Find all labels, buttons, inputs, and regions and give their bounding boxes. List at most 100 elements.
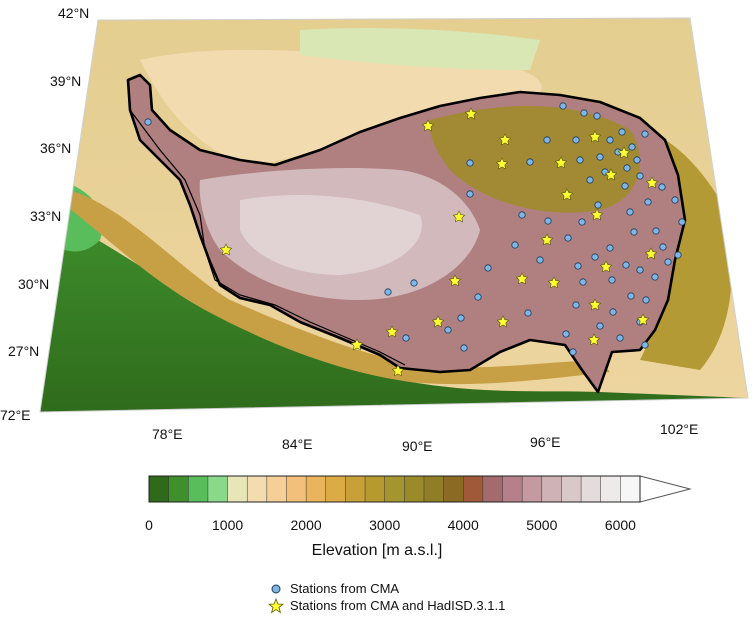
cma-station-marker	[651, 273, 659, 281]
cma-station-marker	[608, 276, 616, 284]
cma-station-marker	[641, 341, 649, 349]
legend-circle-icon	[271, 584, 281, 593]
lat-label-27n: 27°N	[8, 343, 40, 359]
hadisd-station-marker	[495, 157, 509, 170]
hadisd-station-marker	[385, 325, 399, 338]
cma-station-marker	[543, 136, 551, 144]
colorbar-cell	[364, 475, 386, 503]
colorbar-cell	[246, 475, 268, 503]
legend-item-cma: Stations from CMA	[268, 580, 505, 597]
cma-station-marker	[484, 264, 492, 272]
colorbar-cell	[561, 475, 582, 503]
colorbar-tick-label: 2000	[291, 517, 322, 533]
cma-station-marker	[636, 172, 644, 180]
colorbar-tick-label: 4000	[448, 517, 479, 533]
cma-station-marker	[524, 309, 532, 317]
cma-station-marker	[626, 208, 634, 216]
hadisd-station-marker	[540, 233, 554, 246]
hadisd-station-marker	[599, 260, 613, 273]
hadisd-station-marker	[448, 274, 462, 287]
lat-label-30n: 30°N	[18, 276, 50, 292]
hadisd-station-marker	[431, 315, 445, 328]
cma-station-marker	[518, 211, 526, 219]
legend-item-hadisd: Stations from CMA and HadISD.3.1.1	[268, 597, 505, 614]
colorbar-tick-label: 3000	[369, 517, 400, 533]
cma-station-marker	[664, 258, 672, 266]
hadisd-station-marker	[391, 364, 405, 377]
hadisd-station-marker	[588, 130, 602, 143]
lon-label-96e: 96°E	[530, 434, 561, 450]
colorbar-cell	[541, 475, 562, 503]
northeast-olive	[429, 106, 640, 213]
high-interior-core	[240, 195, 422, 275]
legend-label-hadisd: Stations from CMA and HadISD.3.1.1	[290, 598, 506, 613]
cma-station-marker	[578, 218, 586, 226]
cma-station-marker	[591, 253, 599, 261]
cma-station-marker	[466, 190, 474, 198]
cma-station-marker	[544, 217, 552, 225]
southern-lowlands	[40, 210, 748, 412]
hadisd-station-marker	[588, 298, 602, 311]
colorbar-cell	[580, 475, 602, 503]
legend: Stations from CMA Stations from CMA and …	[268, 580, 505, 614]
cma-station-marker	[659, 243, 667, 251]
cma-station-marker	[627, 292, 635, 300]
lat-label-36n: 36°N	[40, 140, 72, 156]
cma-station-marker	[526, 158, 534, 166]
hadisd-station-marker	[219, 243, 233, 256]
hadisd-station-marker	[421, 119, 435, 132]
cma-station-marker	[641, 130, 649, 138]
hadisd-station-marker	[617, 146, 631, 159]
plateau-border	[126, 73, 687, 394]
cma-station-marker	[572, 136, 580, 144]
cma-station-marker	[559, 102, 567, 110]
cma-station-marker	[564, 234, 572, 242]
lat-label-42n: 42°N	[58, 5, 90, 21]
colorbar-cell	[404, 475, 425, 503]
hadisd-stations	[219, 107, 659, 377]
hadisd-station-marker	[645, 176, 659, 189]
colorbar-cell	[443, 475, 464, 503]
hadisd-station-marker	[636, 313, 650, 326]
cma-station-marker	[606, 136, 614, 144]
colorbar-cell	[462, 475, 484, 503]
cma-station-marker	[644, 198, 652, 206]
cma-stations	[144, 102, 686, 356]
cma-station-marker	[674, 251, 682, 259]
colorbar-tick-label: 5000	[526, 517, 557, 533]
cma-station-marker	[593, 112, 601, 120]
lat-label-33n: 33°N	[30, 208, 62, 224]
elevation-colorbar: 0 1000 2000 3000 4000 5000 6000	[145, 475, 692, 533]
cma-station-marker	[466, 159, 474, 167]
hadisd-station-marker	[496, 315, 510, 328]
colorbar-cell	[423, 475, 445, 503]
colorbar-tick-label: 1000	[212, 517, 243, 533]
hadisd-station-marker	[587, 333, 601, 346]
cma-station-marker	[628, 143, 636, 151]
hadisd-station-marker	[498, 133, 512, 146]
cma-station-marker	[623, 164, 631, 172]
colorbar-title: Elevation [m a.s.l.]	[311, 542, 443, 559]
lat-label-39n: 39°N	[50, 73, 82, 89]
hadisd-station-marker	[554, 156, 568, 169]
lon-label-102e: 102°E	[660, 421, 699, 437]
cma-station-marker	[384, 288, 392, 296]
map-frame	[39, 17, 749, 413]
cma-station-marker	[536, 256, 544, 264]
cma-station-marker	[474, 293, 482, 301]
colorbar-cell	[266, 475, 288, 503]
colorbar-cell	[148, 475, 170, 503]
east-slopes	[600, 120, 732, 370]
colorbar-cell	[188, 475, 209, 503]
hadisd-station-marker	[452, 210, 466, 223]
cma-station-marker	[402, 334, 410, 342]
colorbar-cell	[600, 475, 621, 503]
cma-station-marker	[606, 244, 614, 252]
cma-station-marker	[579, 278, 587, 286]
hadisd-station-marker	[590, 208, 604, 221]
cma-station-marker	[630, 228, 638, 236]
colorbar-tick-label: 0	[145, 517, 153, 533]
hadisd-station-marker	[644, 247, 658, 260]
colorbar-cell	[345, 475, 366, 503]
cma-station-marker	[457, 314, 465, 322]
